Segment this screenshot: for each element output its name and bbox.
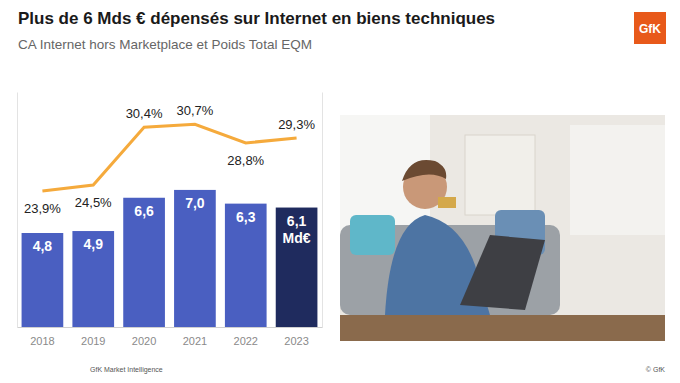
bar-label: 4,9	[84, 236, 104, 252]
line-label: 30,4%	[126, 106, 163, 121]
x-tick-label: 2020	[132, 335, 156, 347]
photo	[340, 115, 665, 341]
line-label: 24,5%	[75, 195, 112, 210]
y-axis	[17, 93, 18, 328]
source: GfK Market Intelligence	[90, 366, 163, 374]
x-tick: 2020	[132, 335, 156, 347]
x-tick-label: 2021	[183, 335, 207, 347]
y2-axis-line	[322, 93, 323, 328]
bar	[22, 233, 64, 327]
bar-label: 6,6	[134, 203, 154, 219]
chart-container: Plus de 6 Mds € dépensés sur Internet en…	[0, 0, 680, 383]
line-label: 30,7%	[176, 103, 213, 118]
photo-card	[438, 197, 456, 208]
y-axis-line	[17, 93, 18, 328]
photo-shelf	[465, 135, 535, 215]
x-tick: 2021	[183, 335, 207, 347]
data-labels: 4,8 4,9 6,6 7,0 6,3 6,1Md€ 23,9% 24,5% 30,4% 30,7…	[24, 103, 315, 254]
bar-label: 4,8	[33, 238, 53, 254]
photo-hair	[402, 160, 446, 181]
line-label: 23,9%	[24, 201, 61, 216]
bar	[72, 231, 114, 327]
x-tick: 2018	[30, 335, 54, 347]
bar	[276, 208, 318, 327]
photo-cushion	[350, 215, 395, 255]
x-axis: 2018 2019 2020 2021 2022 2023	[18, 328, 323, 347]
x-tick-label: 2022	[234, 335, 258, 347]
copyright: © GfK	[646, 366, 665, 373]
bar	[174, 190, 216, 327]
marks	[22, 124, 318, 327]
x-tick-label: 2018	[30, 335, 54, 347]
x-axis-line	[18, 327, 323, 328]
y2-axis	[322, 93, 323, 328]
bar	[123, 198, 165, 327]
line-label: 29,3%	[278, 117, 315, 132]
photo-kitchen	[570, 125, 665, 235]
bar-label: 6,3	[236, 209, 256, 225]
bar-label: 7,0	[185, 195, 205, 211]
x-tick-label: 2019	[81, 335, 105, 347]
line	[42, 124, 296, 191]
chart-svg: Plus de 6 Mds € dépensés sur Internet en…	[0, 0, 680, 383]
subtitle: CA Internet hors Marketplace et Poids To…	[18, 37, 312, 52]
photo-table	[340, 315, 665, 341]
x-tick: 2022	[234, 335, 258, 347]
x-tick-label: 2023	[284, 335, 308, 347]
x-tick: 2019	[81, 335, 105, 347]
photo-laptop	[460, 235, 545, 310]
logo: GfK	[634, 12, 666, 44]
logo-box	[634, 12, 666, 44]
bar-label: 6,1Md€	[283, 213, 311, 246]
logo-text: GfK	[639, 22, 661, 36]
x-tick: 2023	[284, 335, 308, 347]
photo-bg	[340, 115, 665, 341]
title: Plus de 6 Mds € dépensés sur Internet en…	[18, 9, 495, 28]
line-label: 28,8%	[227, 153, 264, 168]
bar	[225, 204, 267, 327]
